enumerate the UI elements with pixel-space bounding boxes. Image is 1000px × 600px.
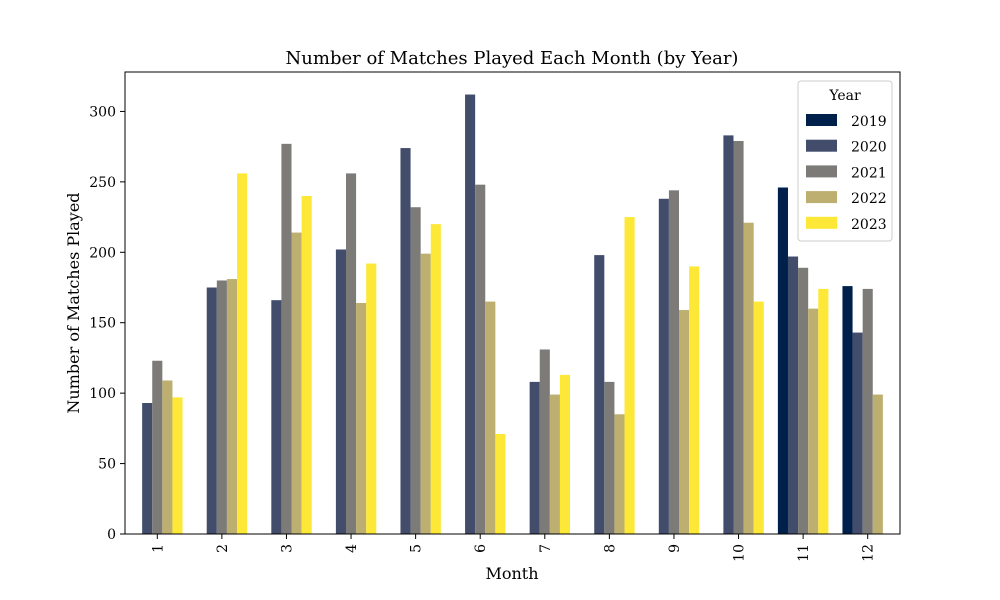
bar-2023-month-3 xyxy=(301,195,312,534)
bar-2022-month-11 xyxy=(808,308,819,534)
bar-2021-month-1 xyxy=(152,360,163,534)
bar-2021-month-3 xyxy=(281,143,292,534)
x-tick-label: 4 xyxy=(344,544,360,553)
bar-2023-month-4 xyxy=(366,263,377,534)
bar-2023-month-9 xyxy=(689,266,700,534)
bar-2021-month-6 xyxy=(475,184,486,534)
bar-2022-month-4 xyxy=(356,303,367,534)
x-tick-label: 10 xyxy=(732,544,748,562)
bar-2022-month-1 xyxy=(162,380,173,534)
bar-2021-month-4 xyxy=(345,173,357,534)
y-tick-label: 200 xyxy=(89,245,116,261)
bar-2023-month-10 xyxy=(753,301,764,534)
bar-2021-month-10 xyxy=(733,141,744,534)
bar-2021-month-11 xyxy=(798,267,809,534)
legend-swatch-2020 xyxy=(806,139,837,152)
legend-swatch-2022 xyxy=(806,191,837,204)
y-tick-label: 300 xyxy=(89,104,116,120)
bar-2020-month-12 xyxy=(852,332,863,534)
bar-2020-month-5 xyxy=(400,148,411,534)
bars-layer xyxy=(142,94,883,535)
x-tick-label: 11 xyxy=(796,544,812,562)
x-tick-label: 3 xyxy=(279,544,295,553)
bar-2021-month-2 xyxy=(216,280,227,534)
x-tick-label: 9 xyxy=(667,544,683,553)
bar-2020-month-3 xyxy=(271,300,282,534)
legend-label-2019: 2019 xyxy=(851,114,887,130)
bar-2020-month-4 xyxy=(335,249,346,535)
y-tick-label: 150 xyxy=(89,316,116,332)
bar-2020-month-8 xyxy=(594,255,605,535)
bar-2020-month-9 xyxy=(658,198,669,534)
bar-2020-month-6 xyxy=(465,94,476,534)
x-tick-label: 2 xyxy=(215,544,231,553)
bar-2019-month-12 xyxy=(842,286,853,534)
y-tick-label: 100 xyxy=(89,386,116,402)
x-tick-label: 7 xyxy=(538,544,554,553)
bar-2021-month-12 xyxy=(862,288,873,534)
bar-2023-month-6 xyxy=(495,433,506,534)
bar-2022-month-12 xyxy=(872,394,883,534)
bar-2020-month-7 xyxy=(529,381,540,534)
bar-2023-month-7 xyxy=(559,374,571,534)
bar-2023-month-8 xyxy=(624,217,635,534)
bar-2022-month-10 xyxy=(743,222,754,534)
y-axis-label: Number of Matches Played xyxy=(64,192,83,413)
x-tick-label: 12 xyxy=(861,544,877,562)
bar-2020-month-11 xyxy=(787,256,799,534)
legend-swatch-2023 xyxy=(806,216,837,229)
legend-swatch-2019 xyxy=(806,114,837,126)
legend-label-2023: 2023 xyxy=(851,217,887,233)
bar-2023-month-11 xyxy=(818,288,829,534)
chart-title: Number of Matches Played Each Month (by … xyxy=(286,48,739,69)
bar-2023-month-2 xyxy=(237,173,248,534)
y-axis: 0 50 100 150 200 250 300 xyxy=(89,104,125,543)
bar-2022-month-2 xyxy=(226,279,238,534)
bar-2022-month-7 xyxy=(549,394,560,534)
bar-2022-month-8 xyxy=(614,414,625,534)
x-axis: 1 2 3 4 5 6 7 8 9 10 11 12 xyxy=(150,534,877,562)
legend-title: Year xyxy=(828,88,861,104)
bar-2019-month-11 xyxy=(777,187,788,534)
y-tick-label: 50 xyxy=(98,457,116,473)
bar-2020-month-2 xyxy=(206,287,217,534)
y-tick-label: 250 xyxy=(89,175,116,191)
bar-2022-month-3 xyxy=(291,232,302,534)
plot-frame xyxy=(124,71,901,535)
y-tick-label: 0 xyxy=(107,527,116,543)
legend-swatch-2021 xyxy=(806,165,837,178)
bar-2023-month-1 xyxy=(172,397,183,534)
legend-label-2020: 2020 xyxy=(851,140,887,156)
legend-label-2021: 2021 xyxy=(851,165,887,181)
bar-2022-month-9 xyxy=(679,310,690,534)
bar-2021-month-8 xyxy=(604,381,615,534)
bar-2022-month-6 xyxy=(485,301,496,534)
x-tick-label: 6 xyxy=(473,544,489,553)
bar-2021-month-9 xyxy=(668,190,680,534)
bar-2021-month-5 xyxy=(410,207,421,534)
legend-items: 2019 2020 2021 2022 2023 xyxy=(806,114,887,233)
legend-label-2022: 2022 xyxy=(851,191,887,207)
bar-2020-month-10 xyxy=(723,135,734,534)
bar-2021-month-7 xyxy=(539,349,550,534)
legend: Year 2019 2020 2021 2022 2023 xyxy=(797,80,893,242)
x-tick-label: 1 xyxy=(150,544,166,553)
bar-2023-month-5 xyxy=(430,224,441,534)
x-tick-label: 8 xyxy=(602,544,618,553)
x-tick-label: 5 xyxy=(409,544,425,553)
x-axis-label: Month xyxy=(485,564,538,583)
bar-2020-month-1 xyxy=(142,403,153,534)
bar-2022-month-5 xyxy=(420,253,431,534)
